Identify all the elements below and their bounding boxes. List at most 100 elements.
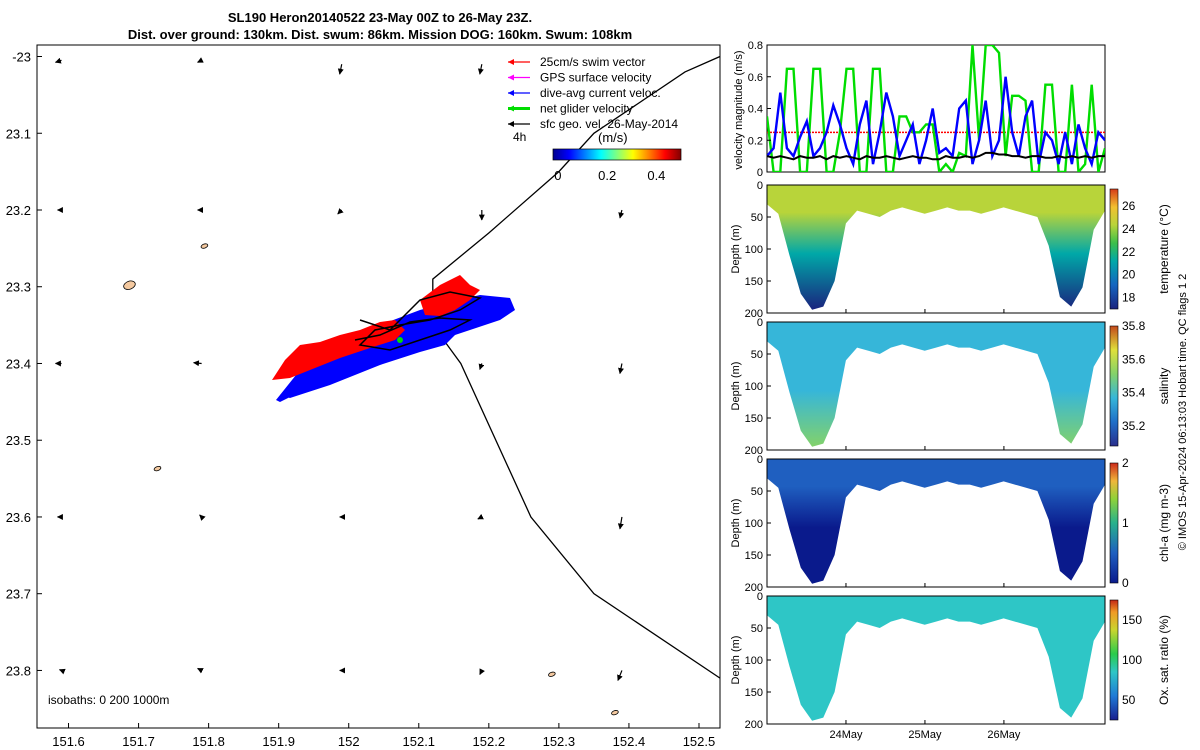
- profile-ylabel: Depth (m): [730, 499, 742, 548]
- colorbar-oxygen: [1109, 599, 1119, 721]
- legend-arrowhead-dive: [508, 90, 514, 96]
- profile-ytick-label: 200: [745, 445, 763, 457]
- map-xticks: 151.6 151.7 151.8 151.9 152 152.1 152.2 152.3 15…: [52, 723, 715, 749]
- island-outlines: [123, 243, 619, 716]
- map-ytick-label: 23.7: [6, 587, 31, 602]
- colorbar-title: (m/s): [598, 130, 628, 145]
- colorbar-label-oxygen: Ox. sat. ratio (%): [1157, 615, 1171, 705]
- profile-ytick-label: 50: [751, 212, 763, 224]
- colorbar-tick-label: 1: [1122, 516, 1129, 530]
- profile-panel-salinity: 0 50 100 150 200 Depth (m) 35.2 35.4 35.6 35.8 sal…: [730, 317, 1171, 457]
- legend-arrowhead-sfc: [508, 121, 514, 127]
- profile-ytick-label: 100: [745, 655, 763, 667]
- geo-vector-18: [617, 516, 624, 530]
- profile-panel-chl-a: 0 50 100 150 200 Depth (m) 0 1 2 chl-a (mg m-3): [730, 454, 1171, 594]
- map-xtick-label: 151.6: [52, 734, 85, 749]
- map-xtick-label: 152.4: [613, 734, 646, 749]
- map-xtick-label: 152.1: [403, 734, 436, 749]
- colorbar-tick-label: 26: [1122, 199, 1136, 213]
- geo-vector-3: [477, 64, 484, 75]
- velocity-ytick-label: 0.6: [748, 72, 763, 84]
- geo-vector-2: [337, 64, 344, 75]
- velocity-ylabel: velocity magnitude (m/s): [733, 50, 745, 169]
- profile-ytick-label: 50: [751, 623, 763, 635]
- legend-label-gps: GPS surface velocity: [540, 71, 651, 85]
- velocity-series-sfc: [767, 151, 1105, 161]
- velocity-panel: 0 0.2 0.4 0.6 0.8 velocity magnitude (m/s): [733, 40, 1106, 179]
- profile-data-salinity: [767, 322, 1105, 447]
- geo-vector-12: [478, 363, 485, 371]
- figure-title-line1: SL190 Heron20140522 23-May 00Z to 26-May…: [227, 10, 533, 25]
- swim-vector-cluster-west: [272, 320, 405, 380]
- profile-panel-oxygen: 0 50 100 150 200 Depth (m) 50 100 150 Ox. sat. ra…: [730, 591, 1171, 741]
- profile-ylabel: Depth (m): [730, 362, 742, 411]
- profile-ytick-label: 100: [745, 381, 763, 393]
- credit-text: © IMOS 15-Apr-2024 06:13:03 Hobart time.…: [1177, 274, 1189, 551]
- geo-vector-17: [477, 513, 484, 520]
- speed-colorbar: [552, 148, 682, 161]
- colorbar-tick-label: 35.8: [1122, 319, 1146, 333]
- legend-arrowhead-swim: [508, 59, 514, 65]
- profile-ytick-label: 0: [757, 317, 763, 329]
- geo-vector-8: [618, 209, 625, 219]
- colorbar-tick-label: 0.4: [647, 168, 665, 183]
- map-ytick-label: 23.2: [6, 203, 31, 218]
- geo-vector-10: [193, 360, 202, 367]
- velocity-ytick-label: 0.4: [748, 104, 763, 116]
- geo-vector-0: [54, 57, 62, 64]
- map-ytick-label: 23.8: [6, 663, 31, 678]
- colorbar-label-chl-a: chl-a (mg m-3): [1157, 484, 1171, 562]
- net-glider-path: [354, 291, 483, 351]
- legend-label-dive: dive-avg current veloc.: [540, 86, 661, 100]
- profile-ytick-label: 100: [745, 518, 763, 530]
- colorbar-tick-label: 22: [1122, 245, 1136, 259]
- map-yticks: -23 23.1 23.2 23.3 23.4 23.5 23.6 23.7 23.8: [6, 50, 42, 678]
- colorbar-tick-label: 24: [1122, 222, 1136, 236]
- profile-panel-temperature: 0 50 100 150 200 Depth (m) 18 20 22 24 26 temperatu…: [730, 180, 1171, 320]
- geo-vector-13: [618, 363, 624, 375]
- map-axes-box: [36, 44, 721, 729]
- map-xtick-label: 152: [338, 734, 360, 749]
- colorbar-tick-label: 0.2: [598, 168, 616, 183]
- speed-colorbar-ticks: 0 0.2 0.4: [554, 168, 665, 183]
- duration-label: 4h: [513, 130, 526, 144]
- colorbar-label-salinity: salinity: [1157, 368, 1171, 405]
- legend-label-net: net glider velocity: [540, 102, 633, 116]
- profile-ytick-label: 150: [745, 413, 763, 425]
- island-0: [123, 280, 136, 290]
- geo-vector-22: [479, 668, 485, 675]
- profile-ylabel: Depth (m): [730, 636, 742, 685]
- legend-label-swim: 25cm/s swim vector: [540, 55, 645, 69]
- colorbar-tick-label: 35.2: [1122, 419, 1146, 433]
- map-ytick-label: 23.6: [6, 510, 31, 525]
- map-ytick-label: -23: [12, 50, 31, 65]
- map-legend: 25cm/s swim vector GPS surface velocitydi…: [508, 55, 678, 131]
- geo-vector-1: [197, 57, 204, 63]
- colorbar-label-temperature: temperature (°C): [1157, 204, 1171, 294]
- colorbar-temperature: [1109, 188, 1119, 310]
- island-1: [200, 243, 209, 249]
- colorbar-tick-label: 0: [1122, 576, 1129, 590]
- island-2: [153, 465, 162, 472]
- map-ytick-label: 23.1: [6, 126, 31, 141]
- map-xtick-label: 152.5: [683, 734, 716, 749]
- map-xtick-label: 151.7: [122, 734, 155, 749]
- legend-arrowhead-net: [508, 105, 514, 112]
- colorbar-tick-label: 20: [1122, 268, 1136, 282]
- profile-ytick-label: 150: [745, 687, 763, 699]
- map-ytick-label: 23.5: [6, 433, 31, 448]
- net-glider-marker: [397, 337, 403, 343]
- profile-data-temperature: [767, 185, 1105, 310]
- colorbar-tick-label: 18: [1122, 291, 1136, 305]
- profile-ytick-label: 50: [751, 486, 763, 498]
- map-xtick-label: 151.8: [192, 734, 225, 749]
- profile-ytick-label: 0: [757, 180, 763, 192]
- map-xtick-label: 152.2: [473, 734, 506, 749]
- colorbar-chl-a: [1109, 462, 1119, 584]
- geo-vector-6: [337, 208, 344, 215]
- velocity-series-dive: [767, 76, 1105, 169]
- profile-ytick-label: 50: [751, 349, 763, 361]
- isobath-1000m-line: [432, 55, 720, 679]
- profile-ylabel: Depth (m): [730, 225, 742, 274]
- colorbar-tick-label: 0: [554, 168, 561, 183]
